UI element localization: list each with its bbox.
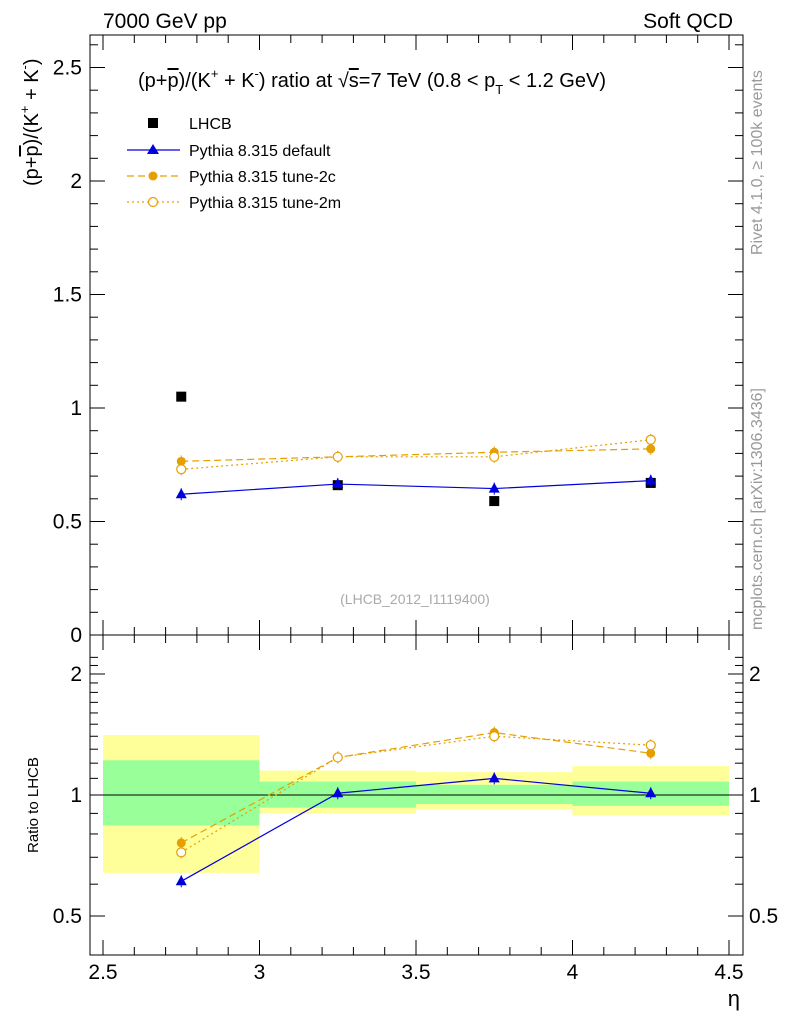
series-point-ratio [488,772,500,783]
series-point-ratio [646,748,656,758]
data-point-lhcb [489,496,500,507]
main-frame [89,34,744,636]
x-tick-label: 3.5 [401,961,430,984]
y-tick-label: 0.5 [53,511,82,534]
series-point-main [332,478,344,489]
ratio-bands [90,735,743,873]
series-point-ratio [645,787,657,798]
series-point-main [645,474,657,485]
y-tick-label: 1 [70,397,82,420]
chart-title: (p+p)/(K+ + K-) ratio at √s=7 TeV (0.8 <… [138,66,606,97]
series-point-ratio [489,731,500,742]
series-line-main [181,480,651,495]
legend-marker-lhcb [148,118,158,128]
ratio-tick-label-left: 1 [70,784,82,807]
ratio-band-inner [416,784,573,804]
series-line-main [181,439,651,470]
series-point-ratio [176,847,187,858]
series-point-main [176,464,187,475]
y-tick-label: 2.5 [53,57,82,80]
header-left: 7000 GeV pp [103,10,227,33]
series-point-ratio [332,752,343,763]
series-line-ratio [180,735,651,853]
series-point-ratio [175,875,187,886]
data-point-lhcb [176,391,187,402]
legend-marker-default [147,144,159,154]
series-line-main [181,448,651,462]
x-tick-label: 2.5 [88,961,117,984]
ratio-tick-label-left: 2 [70,663,82,686]
x-tick-label: 4 [567,961,579,984]
ratio-tick-label-right: 1 [749,784,761,807]
ratio-tick-label-right: 0.5 [749,905,778,928]
rivet-label: Rivet 4.1.0, ≥ 100k events [749,70,766,255]
series-line-ratio [180,731,651,844]
x-tick-label: 3 [254,961,266,984]
y-axis-label: (p+p)/(K+ + K-) [17,58,43,186]
axis-ticks: 2.5 3 3.5 4 4.5 0 0.5 1 1.5 2 2.5 0.5 0.5 1 1 2 2 [53,35,778,984]
series-point-ratio [332,787,344,798]
legend: LHCB Pythia 8.315 default Pythia 8.315 t… [127,116,341,212]
ratio-tick-label-left: 0.5 [53,905,82,928]
series-layer [175,391,657,888]
legend-label-lhcb: LHCB [189,116,232,133]
x-tick-label: 4.5 [714,961,743,984]
legend-label-tune-2c: Pythia 8.315 tune-2c [189,169,336,186]
series-point-main [488,482,500,493]
legend-label-default: Pythia 8.315 default [189,143,331,160]
header-right: Soft QCD [643,10,733,33]
x-axis-label: η [728,986,740,1011]
legend-label-tune-2m: Pythia 8.315 tune-2m [189,195,341,212]
y-tick-label: 1.5 [53,284,82,307]
series-point-main [176,456,186,466]
ratio-tick-label-right: 2 [749,663,761,686]
y-tick-label: 2 [70,170,82,193]
mcplots-label: mcplots.cern.ch [arXiv:1306.3436] [749,388,766,630]
series-point-main [489,451,500,462]
series-point-ratio [645,740,656,751]
ratio-y-label: Ratio to LHCB [25,757,42,853]
series-point-ratio [176,838,186,848]
series-point-main [175,488,187,499]
series-point-main [645,434,656,445]
series-line-ratio [180,777,651,882]
ratio-band-inner [103,760,260,826]
legend-marker-tune-2c [148,171,158,181]
y-tick-label: 0 [70,624,82,647]
analysis-watermark: (LHCB_2012_I1119400) [340,591,490,607]
series-point-main [646,444,656,454]
series-point-main [332,451,343,462]
legend-marker-tune-2m [147,196,159,208]
